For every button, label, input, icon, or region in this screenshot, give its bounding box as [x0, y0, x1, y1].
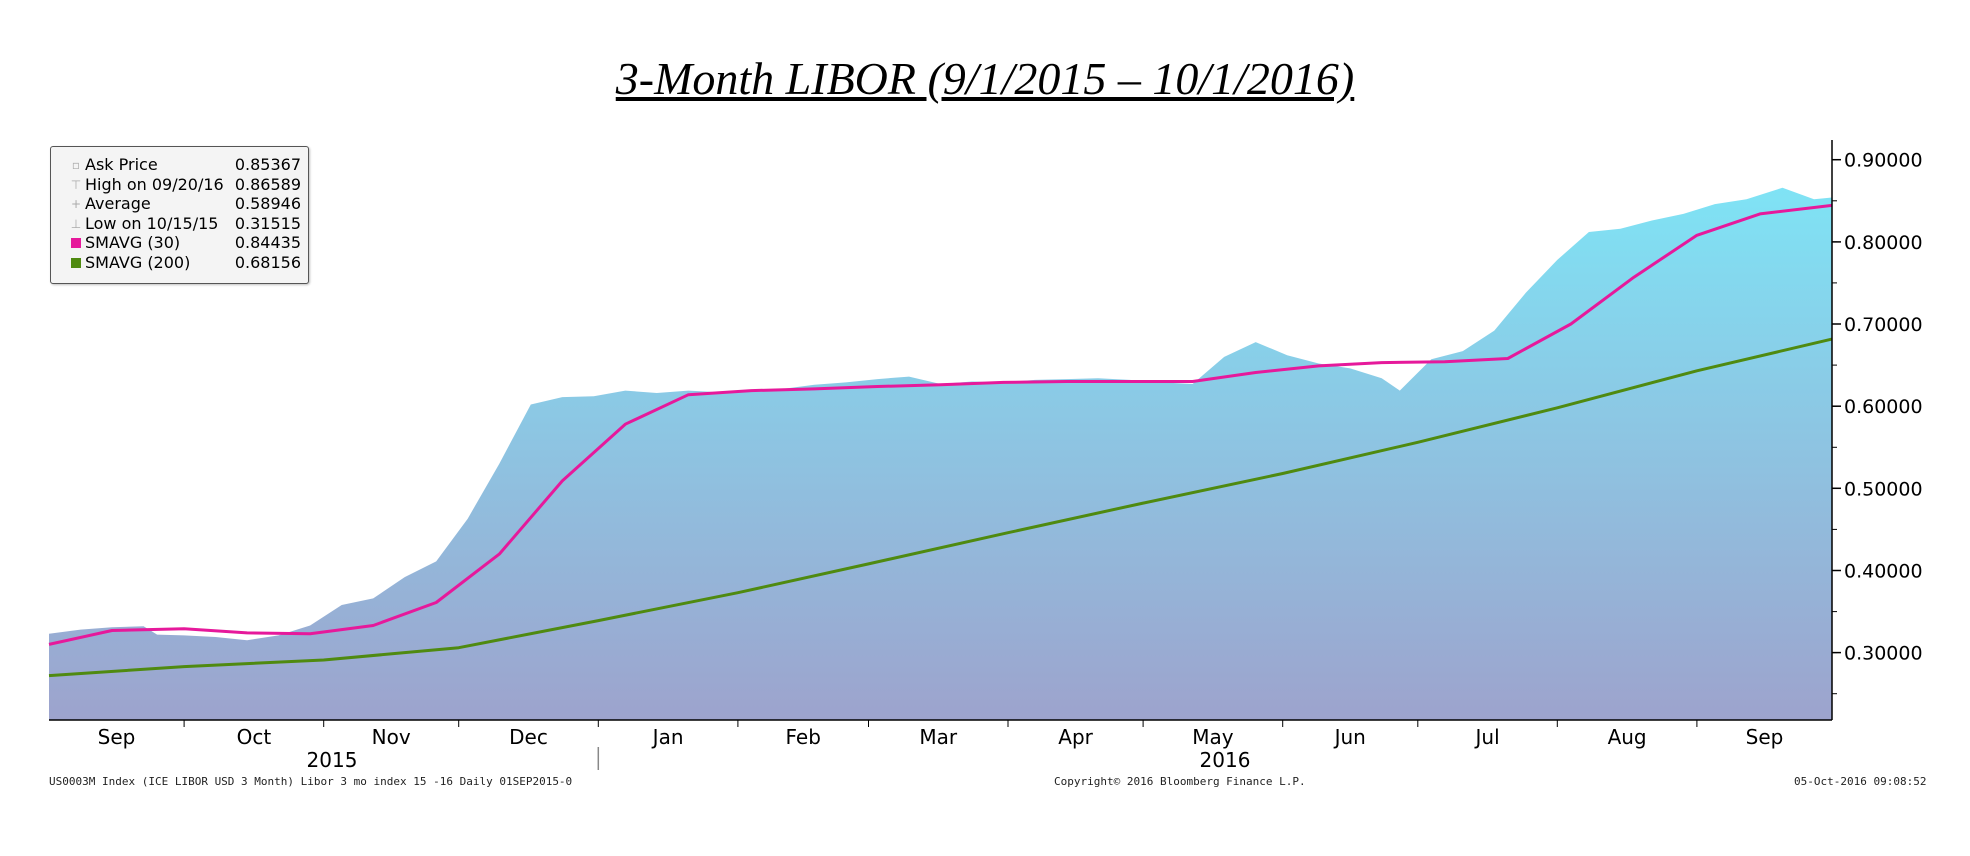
- series-line-smavg-200: [48, 337, 1833, 678]
- legend-item: ⊥ Low on 10/15/15 0.31515: [51, 214, 308, 234]
- plot-layer: [48, 187, 1833, 720]
- axis-layer: 0.90000 0.80000 0.70000 0.60000 0.50000 0.400…: [49, 140, 1923, 772]
- y-tick-label: 0.80000: [1844, 232, 1923, 254]
- legend-value: 0.84435: [234, 233, 301, 252]
- x-tick-label: Dec: [509, 725, 548, 749]
- y-tick-label: 0.60000: [1844, 396, 1923, 418]
- legend-glyph-icon: ▫: [71, 158, 81, 172]
- year-label-2015: 2015: [307, 748, 358, 772]
- legend-glyph-icon: ⊤: [70, 177, 82, 192]
- x-tick-label: May: [1192, 725, 1234, 749]
- x-tick-label: Sep: [1746, 725, 1784, 749]
- legend-label: SMAVG (200): [85, 252, 191, 272]
- x-tick-label: Nov: [372, 725, 411, 749]
- legend-swatch: [71, 257, 81, 268]
- x-tick-label: Jan: [651, 725, 684, 749]
- legend-item: ▫ Ask Price 0.85367: [51, 155, 308, 175]
- legend-item: ⊤ High on 09/20/16 0.86589: [51, 175, 308, 195]
- year-label-2016: 2016: [1200, 748, 1251, 772]
- legend-item: + Average 0.58946: [51, 194, 308, 214]
- y-tick-label: 0.40000: [1844, 561, 1923, 583]
- x-tick-label: Sep: [98, 725, 136, 749]
- series-line-smavg-30: [48, 203, 1833, 646]
- legend-label: Average: [85, 194, 151, 213]
- legend-swatch: [71, 238, 81, 248]
- x-tick-label: Apr: [1058, 725, 1093, 749]
- legend-label: High on 09/20/16: [85, 174, 224, 194]
- legend-glyph-icon: +: [70, 197, 82, 211]
- y-tick-label: 0.90000: [1844, 150, 1923, 172]
- x-tick-label: Jun: [1333, 725, 1366, 749]
- legend-value: 0.86589: [234, 174, 301, 194]
- x-tick-label: Oct: [237, 725, 272, 749]
- legend-label: Low on 10/15/15: [85, 213, 219, 233]
- x-tick-label: Mar: [919, 725, 958, 749]
- legend-value: 0.85367: [234, 155, 301, 174]
- legend-item: SMAVG (200) 0.68156: [51, 253, 308, 273]
- chart-title: 3-Month LIBOR (9/1/2015 – 10/1/2016): [615, 53, 1355, 104]
- y-tick-label: 0.30000: [1844, 643, 1923, 665]
- y-tick-label: 0.70000: [1844, 314, 1923, 336]
- legend-glyph-icon: ⊥: [70, 216, 82, 231]
- legend-box: ▫ Ask Price 0.85367 ⊤ High on 09/20/16 0.8658…: [50, 146, 309, 284]
- footer-timestamp: 05-Oct-2016 09:08:52: [1794, 775, 1927, 788]
- legend-value: 0.58946: [234, 194, 301, 213]
- legend-value: 0.68156: [234, 252, 301, 272]
- legend-label: Ask Price: [85, 155, 158, 174]
- series-area-ask-price: [49, 187, 1832, 720]
- legend-value: 0.31515: [234, 213, 301, 233]
- x-tick-label: Jul: [1474, 725, 1500, 749]
- x-tick-label: Aug: [1608, 725, 1647, 749]
- legend-label: SMAVG (30): [85, 233, 181, 252]
- x-tick-label: Feb: [785, 725, 820, 749]
- legend-item: SMAVG (30) 0.84435: [51, 233, 308, 253]
- footer-source: US0003M Index (ICE LIBOR USD 3 Month) Li…: [49, 775, 573, 788]
- y-tick-label: 0.50000: [1844, 478, 1923, 500]
- footer-copyright: Copyright© 2016 Bloomberg Finance L.P.: [1054, 775, 1306, 788]
